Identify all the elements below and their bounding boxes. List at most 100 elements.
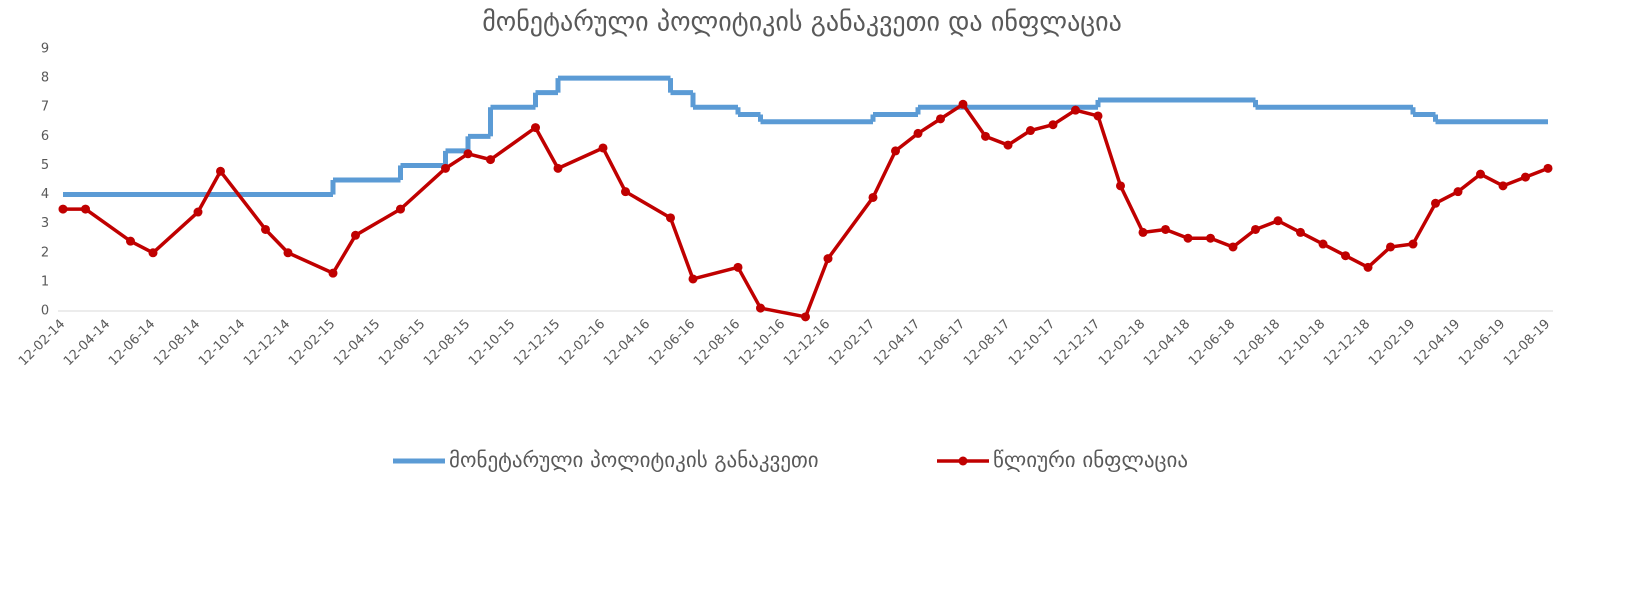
legend-label: წლიური ინფლაცია [993, 448, 1188, 472]
x-tick-label: 12-08-15 [421, 317, 473, 369]
x-tick-label: 12-12-16 [781, 317, 833, 369]
marker [1251, 224, 1260, 234]
marker [1116, 181, 1125, 191]
y-tick-label: 6 [41, 129, 49, 144]
x-tick-label: 12-04-17 [871, 317, 923, 369]
marker [1296, 227, 1305, 237]
x-tick-label: 12-04-16 [601, 317, 653, 369]
x-tick-label: 12-06-19 [1456, 317, 1508, 369]
x-tick-label: 12-08-17 [961, 317, 1013, 369]
x-tick-label: 12-04-15 [331, 317, 383, 369]
marker [328, 268, 338, 278]
marker [1026, 126, 1035, 136]
marker [1071, 105, 1080, 115]
marker [981, 131, 990, 141]
marker [1476, 169, 1485, 179]
chart-title: მონეტარული პოლიტიკის განაკვეთი და ინფლაც… [482, 8, 1122, 38]
marker [148, 248, 158, 258]
x-tick-label: 12-02-19 [1366, 317, 1418, 369]
marker [1318, 239, 1328, 249]
legend-label: მონეტარული პოლიტიკის განაკვეთი [449, 448, 819, 472]
marker [733, 262, 743, 272]
y-tick-label: 0 [41, 304, 49, 319]
marker [756, 303, 765, 313]
marker [1408, 239, 1418, 249]
x-tick-label: 12-04-19 [1411, 317, 1463, 369]
marker [396, 204, 405, 214]
marker [1273, 216, 1283, 226]
x-tick-label: 12-10-15 [466, 317, 518, 369]
marker [58, 204, 68, 214]
marker [1431, 198, 1440, 208]
x-tick-label: 12-08-16 [691, 317, 743, 369]
y-tick-label: 7 [41, 100, 49, 115]
marker [868, 192, 878, 202]
x-tick-label: 12-06-17 [916, 317, 968, 369]
marker [193, 207, 203, 217]
marker [1228, 242, 1238, 252]
x-tick-label: 12-08-18 [1231, 317, 1283, 369]
y-tick-label: 8 [41, 71, 49, 86]
marker [913, 128, 923, 138]
marker [1206, 233, 1215, 243]
marker [1003, 140, 1013, 150]
x-tick-label: 12-12-17 [1051, 317, 1103, 369]
line [63, 102, 1549, 319]
marker [463, 149, 473, 159]
marker [1543, 163, 1553, 173]
x-tick-label: 12-06-14 [106, 317, 158, 369]
x-tick-label: 12-10-18 [1276, 317, 1328, 369]
marker [621, 187, 630, 197]
marker [261, 224, 270, 234]
y-tick-label: 4 [41, 187, 49, 202]
y-tick-label: 9 [41, 42, 49, 57]
marker [936, 114, 945, 124]
x-tick-label: 12-02-17 [826, 317, 878, 369]
x-tick-label: 12-12-15 [511, 317, 563, 369]
marker [283, 248, 293, 258]
marker [216, 166, 225, 176]
marker [1363, 262, 1373, 272]
marker [81, 204, 90, 214]
marker [531, 123, 540, 133]
marker [801, 312, 810, 322]
x-tick-label: 12-02-15 [286, 317, 338, 369]
marker [1161, 224, 1170, 234]
marker [1453, 187, 1463, 197]
x-tick-label: 12-02-14 [16, 317, 68, 369]
x-tick-label: 12-12-18 [1321, 317, 1373, 369]
marker [1341, 251, 1350, 261]
x-tick-label: 12-12-14 [241, 317, 293, 369]
marker [891, 146, 900, 156]
y-tick-label: 2 [41, 245, 49, 260]
marker [1048, 120, 1058, 130]
marker [823, 254, 833, 264]
marker [486, 155, 495, 165]
marker [441, 163, 450, 173]
x-tick-label: 12-02-18 [1096, 317, 1148, 369]
x-tick-label: 12-02-16 [556, 317, 608, 369]
y-tick-label: 5 [41, 158, 49, 173]
marker [126, 236, 135, 246]
x-tick-label: 12-10-17 [1006, 317, 1058, 369]
marker [553, 163, 563, 173]
marker [1386, 242, 1395, 252]
y-tick-label: 3 [41, 216, 49, 231]
marker [1521, 172, 1530, 182]
marker [958, 99, 968, 109]
marker [351, 230, 360, 240]
marker [688, 274, 698, 284]
marker [1138, 227, 1148, 237]
x-tick-label: 12-04-18 [1141, 317, 1193, 369]
x-tick-label: 12-06-15 [376, 317, 428, 369]
marker [666, 213, 675, 223]
x-tick-label: 12-06-18 [1186, 317, 1238, 369]
marker [598, 143, 608, 153]
x-tick-label: 12-06-16 [646, 317, 698, 369]
x-tick-label: 12-10-14 [196, 317, 248, 369]
x-tick-label: 12-10-16 [736, 317, 788, 369]
x-tick-label: 12-08-14 [151, 317, 203, 369]
x-tick-label: 12-08-19 [1501, 317, 1553, 369]
x-tick-label: 12-04-14 [61, 317, 113, 369]
